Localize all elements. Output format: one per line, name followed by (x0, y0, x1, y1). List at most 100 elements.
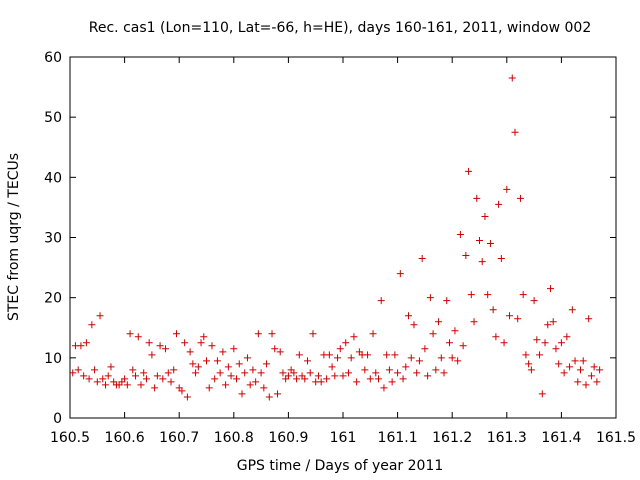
data-point (465, 167, 473, 175)
data-point (383, 351, 391, 359)
data-point (566, 363, 574, 371)
data-point (77, 342, 85, 350)
data-point (107, 363, 115, 371)
data-point (342, 339, 350, 347)
data-point (304, 357, 312, 365)
data-point (544, 321, 552, 329)
data-point (410, 321, 418, 329)
data-point (265, 393, 273, 401)
data-point (194, 363, 202, 371)
data-point (582, 381, 590, 389)
data-point (432, 366, 440, 374)
data-point (279, 369, 287, 377)
data-point (462, 252, 470, 260)
data-point (126, 330, 134, 338)
data-point (541, 339, 549, 347)
data-point (334, 354, 342, 362)
data-point (574, 378, 582, 386)
data-point (241, 369, 249, 377)
data-point (211, 375, 219, 383)
x-tick-label: 161.5 (596, 430, 636, 446)
data-point (533, 336, 541, 344)
data-point (385, 366, 393, 374)
data-point (145, 339, 153, 347)
x-tick-label: 161 (330, 430, 357, 446)
data-point (85, 375, 93, 383)
data-point (445, 339, 453, 347)
data-point (238, 390, 246, 398)
y-tick-label: 30 (44, 231, 62, 247)
axis-ticks: 160.5 160.6 160.7 160.8 160.9 161 161.1 161.2 16… (44, 50, 636, 446)
data-point (476, 237, 483, 245)
data-point (314, 372, 322, 380)
data-point (148, 351, 156, 359)
x-tick-label: 160.5 (50, 430, 90, 446)
data-point (492, 333, 500, 341)
data-point (377, 297, 385, 305)
x-tick-label: 160.8 (214, 430, 254, 446)
y-tick-label: 10 (44, 351, 62, 367)
data-point (424, 372, 432, 380)
data-point (213, 357, 221, 365)
data-point (301, 375, 309, 383)
data-point (123, 381, 131, 389)
data-points (69, 74, 604, 401)
data-point (222, 381, 230, 389)
data-point (555, 360, 563, 368)
data-point (489, 306, 497, 314)
data-point (170, 366, 178, 374)
data-point (525, 360, 533, 368)
x-tick-label: 160.9 (268, 430, 308, 446)
data-point (74, 366, 82, 374)
plot-frame (69, 56, 617, 419)
data-point (273, 390, 281, 398)
data-point (413, 369, 421, 377)
data-point (590, 363, 598, 371)
data-point (129, 366, 137, 374)
data-point (189, 360, 197, 368)
data-point (552, 345, 560, 353)
data-point (93, 378, 101, 386)
data-point (254, 330, 262, 338)
data-point (183, 393, 191, 401)
data-point (435, 318, 443, 326)
data-point (328, 363, 336, 371)
data-point (309, 330, 317, 338)
data-point (448, 354, 456, 362)
y-tick-label: 60 (44, 50, 62, 66)
data-point (142, 375, 150, 383)
data-point (495, 200, 503, 208)
data-point (506, 312, 514, 320)
data-point (230, 345, 238, 353)
data-point (596, 366, 604, 374)
data-point (418, 255, 426, 263)
data-point (396, 270, 404, 278)
data-point (325, 351, 333, 359)
data-point (257, 369, 265, 377)
data-point (503, 185, 511, 193)
data-point (200, 333, 208, 341)
data-point (104, 372, 112, 380)
data-point (421, 345, 429, 353)
data-point (456, 230, 464, 238)
x-tick-label: 161.4 (541, 430, 581, 446)
data-point (394, 369, 402, 377)
data-point (306, 369, 314, 377)
data-point (336, 345, 344, 353)
data-point (374, 375, 382, 383)
data-point (473, 194, 481, 202)
data-point (178, 387, 186, 395)
data-point (364, 351, 372, 359)
data-point (224, 363, 232, 371)
x-tick-label: 161.2 (432, 430, 472, 446)
data-point (134, 333, 142, 341)
data-point (192, 369, 200, 377)
data-point (568, 306, 576, 314)
data-point (391, 351, 399, 359)
data-point (514, 315, 522, 323)
data-point (208, 342, 216, 350)
data-point (137, 381, 145, 389)
x-axis-label: GPS time / Days of year 2011 (237, 458, 444, 474)
data-point (516, 194, 524, 202)
data-point (369, 330, 377, 338)
